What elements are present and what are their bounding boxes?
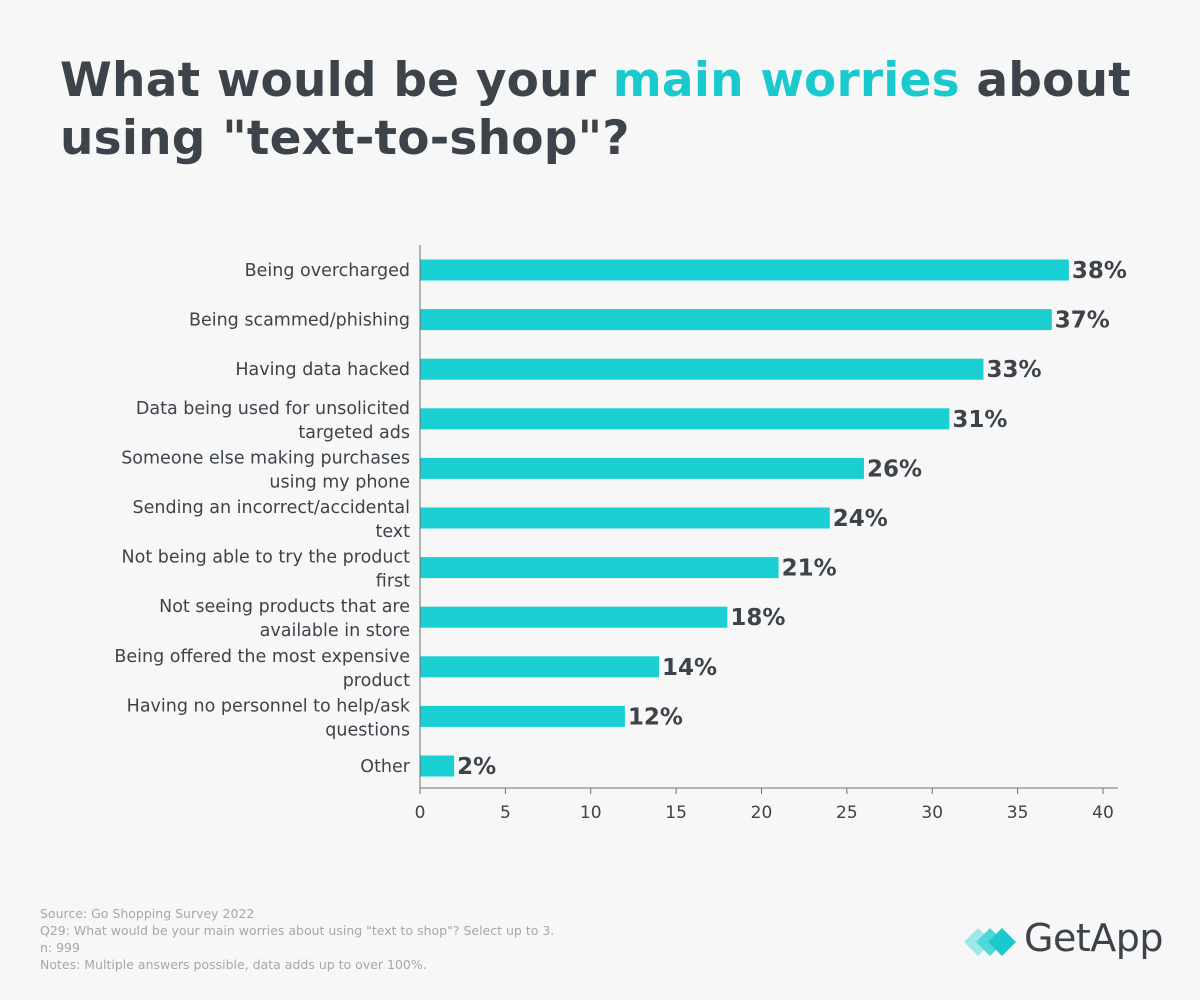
category-label: Someone else making purchases using my ph… [121, 448, 410, 492]
value-label: 37% [1055, 308, 1110, 334]
getapp-logo: GetApp [962, 916, 1182, 964]
getapp-logo-icon [964, 928, 1016, 956]
value-label: 21% [782, 556, 837, 582]
category-labels-group: Being overcharged Being scammed/phishing H… [114, 261, 411, 777]
x-tick-label: 10 [580, 803, 602, 823]
category-label: Being overcharged [245, 261, 410, 281]
x-tick-label: 0 [415, 803, 426, 823]
value-labels-group: 38% 37% 33% 31% 26% 24% 21% 18% 14% 12% 2% [457, 258, 1127, 780]
value-label: 2% [457, 754, 496, 780]
notes-note: Notes: Multiple answers possible, data a… [40, 957, 427, 972]
question-note: Q29: What would be your main worries abo… [40, 923, 555, 938]
bar [420, 259, 1069, 281]
category-label: Having no personnel to help/ask questions [127, 696, 411, 740]
x-tick-label: 25 [836, 803, 858, 823]
value-label: 12% [628, 704, 683, 730]
bar [420, 507, 830, 529]
value-label: 33% [986, 357, 1041, 383]
x-tick-label: 40 [1092, 803, 1114, 823]
bar [420, 606, 728, 628]
x-tick-label: 30 [921, 803, 943, 823]
value-label: 26% [867, 456, 922, 482]
bar [420, 457, 864, 479]
category-label: Not being able to try the product first [122, 548, 411, 592]
footnotes: Source: Go Shopping Survey 2022 Q29: Wha… [40, 905, 740, 973]
bar [420, 705, 625, 727]
value-label: 14% [662, 655, 717, 681]
bar-chart: Being overcharged Being scammed/phishing H… [114, 245, 1127, 823]
sample-size-note: n: 999 [40, 940, 80, 955]
bar [420, 656, 660, 678]
logo-text: GetApp [1024, 916, 1163, 960]
bar [420, 755, 455, 777]
x-axis-group: 0 5 10 15 20 25 30 35 40 [415, 245, 1118, 823]
category-label: Data being used for unsolicited targeted … [136, 399, 410, 443]
value-label: 24% [833, 506, 888, 532]
category-label: Not seeing products that are available in… [159, 597, 410, 641]
bar [420, 358, 984, 380]
title-part-1: What would be your [60, 53, 613, 108]
category-label: Other [360, 757, 410, 777]
value-label: 31% [952, 407, 1007, 433]
x-tick-label: 35 [1007, 803, 1029, 823]
source-note: Source: Go Shopping Survey 2022 [40, 906, 255, 921]
value-label: 38% [1072, 258, 1127, 284]
category-label: Sending an incorrect/accidental text [133, 498, 411, 542]
title-part-2: about using "text-to-shop"? [60, 53, 1131, 166]
bar [420, 408, 950, 430]
chart-title: What would be your main worries about us… [60, 52, 1160, 168]
bar [420, 557, 779, 579]
category-label: Having data hacked [235, 360, 410, 380]
bar [420, 309, 1052, 331]
x-tick-label: 20 [751, 803, 773, 823]
x-tick-label: 5 [500, 803, 511, 823]
x-tick-label: 15 [665, 803, 687, 823]
category-label: Being offered the most expensive product [114, 647, 410, 691]
value-label: 18% [730, 605, 785, 631]
title-highlight: main worries [612, 53, 960, 108]
bars-group [420, 259, 1069, 777]
category-label: Being scammed/phishing [189, 311, 410, 331]
